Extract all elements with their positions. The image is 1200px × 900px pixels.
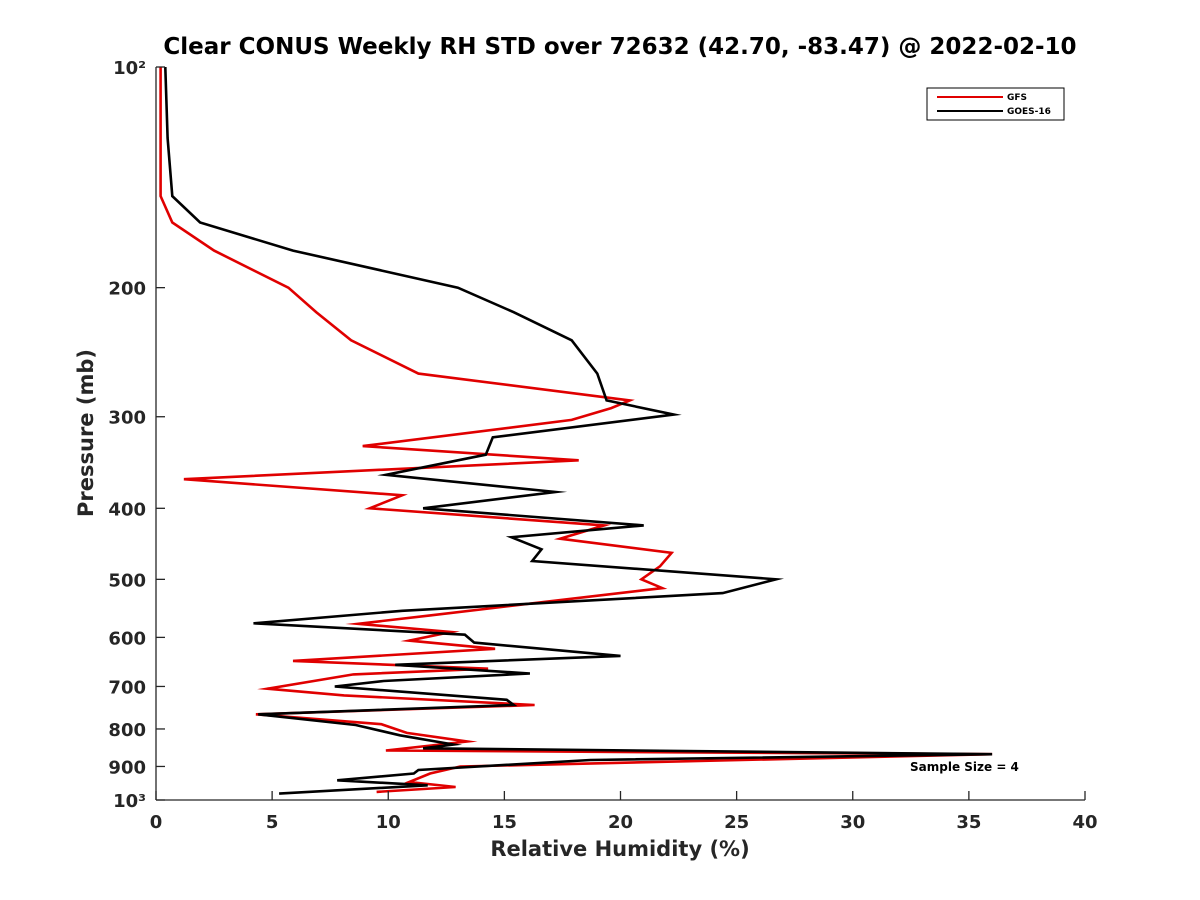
series-line-gfs xyxy=(159,67,993,794)
legend: GFS GOES-16 xyxy=(926,87,1065,121)
x-tick-label: 5 xyxy=(266,812,279,833)
y-tick-label: 800 xyxy=(108,720,146,741)
y-tick-label: 200 xyxy=(108,279,146,300)
x-tick-label: 40 xyxy=(1072,812,1097,833)
y-tick-label: 900 xyxy=(108,757,146,778)
x-tick-label: 35 xyxy=(956,812,981,833)
x-tick-label: 20 xyxy=(608,812,633,833)
y-axis-label: Pressure (mb) xyxy=(74,349,98,517)
y-ticks: 10² 200 300 400 500 600 700 800 900 10³ xyxy=(108,58,165,812)
y-tick-label: 400 xyxy=(108,499,146,520)
y-tick-label: 10³ xyxy=(113,791,146,812)
x-ticks: 0 5 10 15 20 25 30 35 40 xyxy=(150,791,1098,833)
y-tick-label: 700 xyxy=(108,677,146,698)
chart-title: Clear CONUS Weekly RH STD over 72632 (42… xyxy=(163,34,1076,60)
y-tick-label: 500 xyxy=(108,570,146,591)
x-tick-label: 15 xyxy=(492,812,517,833)
legend-label-goes16: GOES-16 xyxy=(1007,107,1051,117)
x-tick-label: 0 xyxy=(150,812,163,833)
x-tick-label: 25 xyxy=(724,812,749,833)
x-axis-label: Relative Humidity (%) xyxy=(490,837,749,861)
x-tick-label: 30 xyxy=(840,812,865,833)
plot-area xyxy=(156,67,1085,800)
y-tick-label: 300 xyxy=(108,408,146,429)
series-layer xyxy=(159,66,993,795)
series-line-goes16 xyxy=(164,66,993,795)
legend-box xyxy=(926,87,1065,121)
x-tick-label: 10 xyxy=(376,812,401,833)
legend-label-gfs: GFS xyxy=(1007,93,1027,103)
sample-size-annotation: Sample Size = 4 xyxy=(910,760,1019,774)
y-tick-label: 600 xyxy=(108,628,146,649)
y-tick-label: 10² xyxy=(113,58,146,79)
plot-frame xyxy=(156,67,1085,800)
